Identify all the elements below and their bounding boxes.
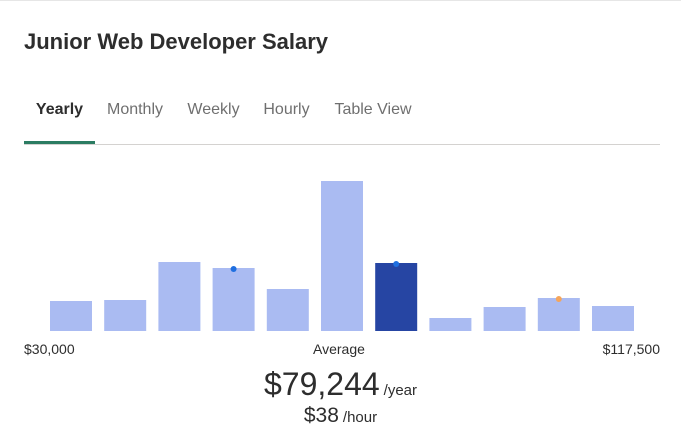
histogram-bar[interactable] [266, 289, 309, 331]
top-divider [0, 0, 681, 1]
salary-histogram [50, 181, 634, 331]
axis-average-label: Average [313, 341, 365, 357]
histogram-bar[interactable] [537, 298, 580, 331]
tab-label: Weekly [187, 101, 240, 118]
histogram-bar-highlight[interactable] [375, 263, 418, 331]
histogram-marker [230, 266, 237, 272]
period-tabs: Yearly Monthly Weekly Hourly Table View [24, 95, 660, 144]
tab-yearly[interactable]: Yearly [24, 95, 95, 144]
hourly-unit: /hour [342, 409, 378, 426]
average-hourly: $38/hour [0, 404, 681, 428]
histogram-bar[interactable] [212, 268, 255, 331]
tab-label: Hourly [263, 101, 310, 118]
tab-hourly[interactable]: Hourly [260, 95, 313, 144]
tab-label: Yearly [35, 101, 84, 118]
yearly-unit: /year [383, 382, 418, 399]
histogram-bar[interactable] [592, 306, 634, 331]
histogram-bar[interactable] [483, 307, 526, 331]
page-title: Junior Web Developer Salary [24, 29, 329, 54]
tab-weekly[interactable]: Weekly [184, 95, 243, 144]
histogram-marker [555, 296, 562, 302]
active-tab-underline [24, 141, 95, 144]
tab-monthly[interactable]: Monthly [102, 95, 168, 144]
histogram-bar[interactable] [104, 300, 147, 331]
histogram-bar[interactable] [429, 318, 472, 331]
axis-min-label: $30,000 [24, 341, 75, 357]
average-yearly: $79,244/year [0, 366, 681, 403]
tabs-divider [24, 144, 660, 145]
hourly-amount: $38 [303, 404, 339, 427]
tab-label: Table View [334, 101, 412, 118]
histogram-bar[interactable] [50, 301, 92, 331]
axis-max-label: $117,500 [602, 341, 660, 357]
histogram-bar[interactable] [158, 262, 201, 331]
yearly-amount: $79,244 [263, 366, 380, 402]
tab-label: Monthly [106, 101, 164, 118]
histogram-bar[interactable] [321, 181, 363, 331]
tab-table-view[interactable]: Table View [332, 95, 414, 144]
histogram-marker [393, 261, 400, 267]
